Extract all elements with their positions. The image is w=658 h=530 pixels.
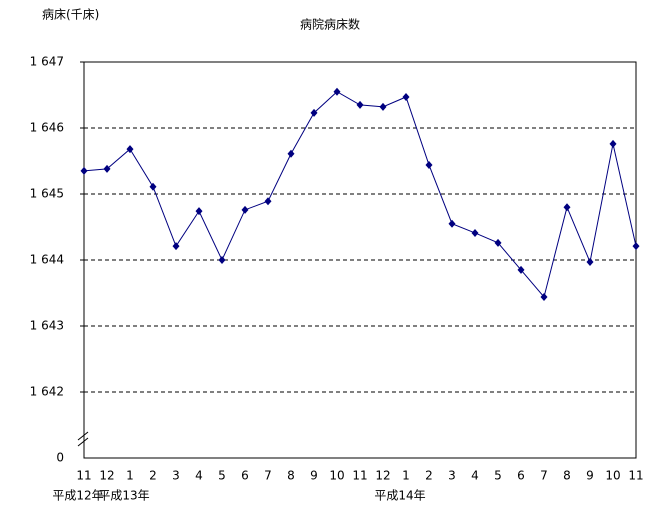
x-tick-label: 11 (76, 469, 91, 483)
chart-title: 病院病床数 (300, 17, 360, 32)
x-tick-label: 8 (563, 469, 571, 483)
x-tick-label: 8 (287, 469, 295, 483)
x-tick-label: 3 (448, 469, 456, 483)
x-tick-label: 4 (471, 469, 479, 483)
marker (103, 164, 111, 173)
x-tick-label: 7 (264, 469, 272, 483)
marker (540, 292, 548, 301)
y-tick-label: 1 646 (30, 121, 64, 135)
x-tick-label: 7 (540, 469, 548, 483)
x-tick-label: 2 (425, 469, 433, 483)
marker (310, 108, 318, 117)
x-tick-label: 1 (402, 469, 410, 483)
marker (241, 205, 249, 214)
marker (402, 92, 410, 101)
x-tick-label: 10 (605, 469, 620, 483)
y-axis-label: 病床(千床) (42, 7, 99, 22)
marker (218, 256, 226, 264)
x-tick-label: 1 (126, 469, 134, 483)
marker (494, 238, 502, 247)
marker (356, 100, 364, 109)
marker (517, 265, 525, 274)
y-tick-label: 1 647 (30, 55, 64, 69)
x-tick-label: 9 (586, 469, 594, 483)
marker (172, 242, 180, 251)
marker (149, 182, 157, 191)
marker (379, 102, 387, 111)
group-label: 平成13年 (98, 489, 149, 503)
marker (126, 145, 134, 154)
y-tick-label: 0 (56, 451, 64, 465)
axis-break (77, 431, 89, 441)
marker (471, 228, 479, 237)
marker (80, 166, 88, 175)
x-tick-label: 9 (310, 469, 318, 483)
y-tick-label: 1 642 (30, 385, 64, 399)
marker (586, 257, 594, 266)
marker (563, 203, 571, 212)
x-tick-label: 6 (241, 469, 249, 483)
marker (632, 242, 640, 251)
marker (195, 207, 203, 216)
x-tick-label: 11 (628, 469, 643, 483)
x-tick-label: 5 (494, 469, 502, 483)
x-tick-label: 12 (99, 469, 114, 483)
x-tick-label: 4 (195, 469, 203, 483)
x-tick-label: 6 (517, 469, 525, 483)
marker (333, 87, 341, 96)
marker (287, 149, 295, 158)
group-label: 平成12年 (52, 489, 103, 503)
x-tick-label: 5 (218, 469, 226, 483)
x-tick-label: 3 (172, 469, 180, 483)
y-tick-label: 1 643 (30, 319, 64, 333)
x-tick-label: 2 (149, 469, 157, 483)
marker (264, 197, 272, 206)
x-tick-label: 11 (352, 469, 367, 483)
marker (609, 139, 617, 148)
marker (448, 219, 456, 228)
marker (425, 160, 433, 169)
x-tick-label: 12 (375, 469, 390, 483)
x-tick-label: 10 (329, 469, 344, 483)
axis-break (77, 437, 89, 447)
y-tick-label: 1 645 (30, 187, 64, 201)
group-label: 平成14年 (374, 489, 425, 503)
y-tick-label: 1 644 (30, 253, 64, 267)
